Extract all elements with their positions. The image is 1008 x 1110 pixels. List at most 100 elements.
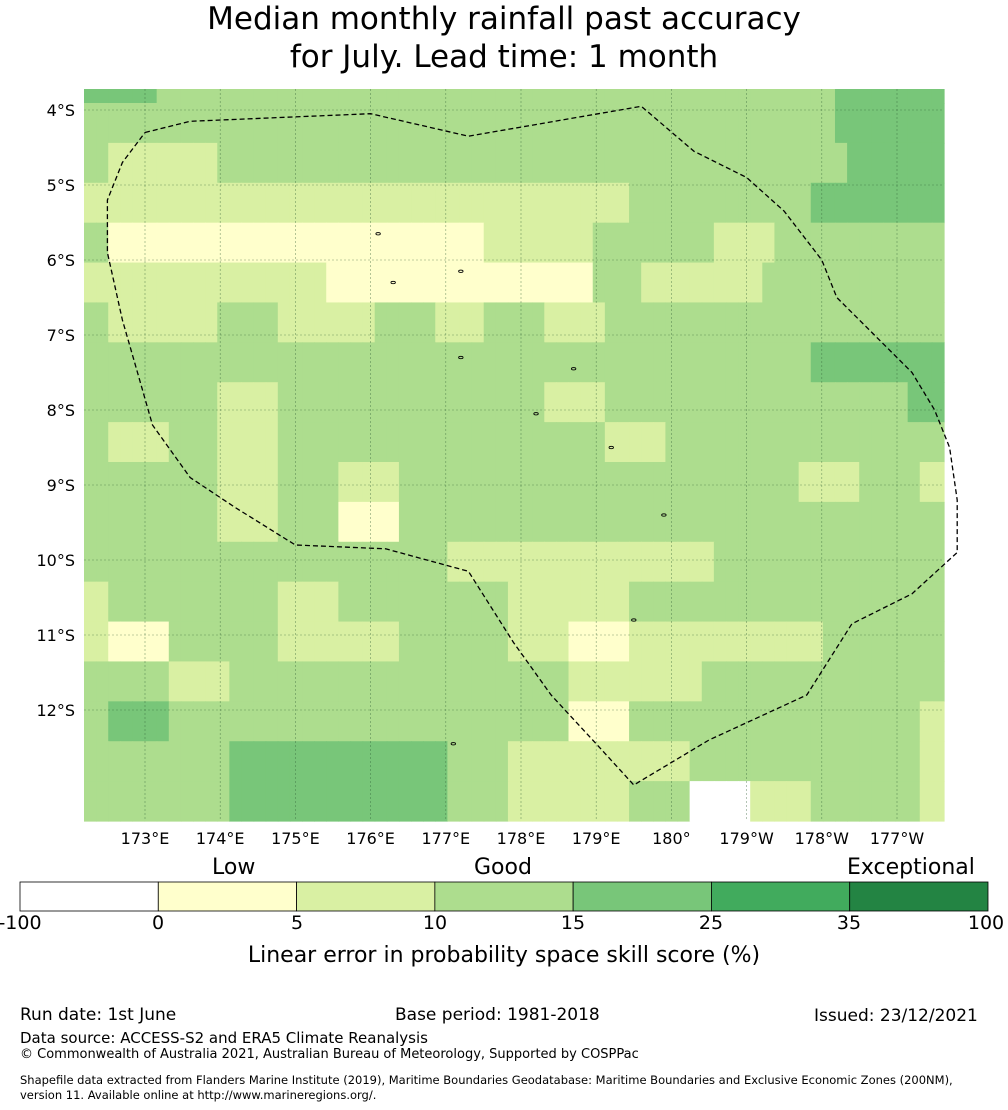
skill-cell [398, 701, 412, 742]
skill-cell [229, 781, 243, 822]
skill-cell [750, 462, 763, 503]
skill-cell [229, 222, 243, 264]
skill-cell [907, 462, 921, 503]
skill-cell [762, 422, 776, 463]
skill-cell [883, 781, 897, 822]
skill-cell [265, 661, 279, 702]
skill-cell [253, 103, 267, 144]
skill-cell [931, 103, 945, 144]
skill-cell [241, 382, 255, 423]
skill-cell [229, 103, 243, 144]
skill-cell [411, 422, 424, 463]
skill-cell [871, 382, 885, 423]
skill-cell [193, 701, 206, 742]
skill-cell [120, 182, 134, 224]
skill-cell [398, 581, 412, 623]
skill-cell [931, 781, 945, 822]
skill-cell [217, 541, 230, 583]
skill-cell [471, 422, 485, 463]
skill-cell [411, 701, 424, 742]
skill-cell [847, 222, 860, 264]
skill-cell [435, 142, 448, 184]
skill-cell [302, 741, 315, 782]
skill-cell [665, 541, 679, 583]
skill-cell [108, 262, 121, 304]
tick-35: 35 [836, 912, 862, 934]
skill-cell [592, 89, 606, 104]
skill-cell [810, 103, 824, 144]
skill-cell [774, 501, 788, 543]
skill-cell [459, 581, 473, 623]
skill-cell [398, 89, 412, 104]
skill-cell [447, 89, 461, 104]
skill-cell [762, 382, 776, 423]
skill-cell [713, 142, 727, 184]
skill-cell [338, 382, 352, 423]
skill-cell [677, 103, 691, 144]
colorbar-swatch [849, 881, 989, 912]
skill-cell [132, 621, 146, 663]
skill-cell [265, 262, 279, 304]
skill-cell [435, 222, 448, 264]
skill-cell [374, 781, 388, 822]
skill-cell [847, 781, 860, 822]
skill-cell [120, 701, 134, 742]
skill-cell [495, 142, 509, 184]
skill-cell [532, 781, 545, 822]
skill-cell [241, 661, 255, 702]
skill-cell [919, 501, 933, 543]
skill-cell [653, 581, 667, 623]
skill-cell [277, 541, 291, 583]
skill-cell [616, 781, 630, 822]
skill-cell [132, 89, 146, 104]
skill-cell [423, 462, 436, 503]
skill-cell [859, 382, 872, 423]
skill-cell [592, 302, 606, 343]
skill-cell [713, 501, 727, 543]
skill-cell [580, 581, 594, 623]
skill-cell [895, 89, 909, 104]
skill-cell [168, 661, 182, 702]
islands [375, 232, 667, 746]
skill-cell [386, 462, 400, 503]
skill-cell [713, 462, 727, 503]
skill-cell [144, 462, 158, 503]
skill-cell [822, 661, 836, 702]
skill-cell [120, 422, 134, 463]
skill-cell [762, 701, 776, 742]
skill-cell [144, 581, 158, 623]
skill-cell [895, 501, 909, 543]
skill-cell [520, 262, 533, 304]
skill-cell [919, 621, 933, 663]
skill-cell [362, 621, 376, 663]
latitude-labels: 4°S 5°S 6°S 7°S 8°S 9°S 10°S 11°S 12°S [36, 101, 75, 720]
skill-cell [919, 581, 933, 623]
skill-cell [665, 422, 679, 463]
skill-cell [374, 661, 388, 702]
skill-cell [762, 342, 776, 383]
skill-cell [738, 661, 751, 702]
skill-cell [532, 541, 545, 583]
skill-cell [144, 422, 158, 463]
skill-cell [750, 182, 763, 224]
skill-cell [713, 302, 727, 343]
skill-cell [447, 541, 461, 583]
skill-cell [168, 501, 182, 543]
skill-cell [834, 222, 848, 264]
skill-cell [350, 422, 364, 463]
shapefile-credit-2: version 11. Available online at http://w… [20, 1088, 377, 1102]
colorbar-swatch [434, 881, 574, 912]
skill-cell [834, 661, 848, 702]
skill-cell [592, 781, 606, 822]
skill-cell [132, 541, 146, 583]
skill-cell [386, 182, 400, 224]
skill-cell [374, 741, 388, 782]
skill-cell [689, 541, 703, 583]
skill-cell [847, 382, 860, 423]
skill-cell [895, 382, 909, 423]
skill-cell [568, 302, 582, 343]
skill-cell [84, 621, 97, 663]
copyright: © Commonwealth of Australia 2021, Austra… [20, 1047, 639, 1062]
skill-cell [507, 621, 521, 663]
skill-cell [810, 701, 824, 742]
